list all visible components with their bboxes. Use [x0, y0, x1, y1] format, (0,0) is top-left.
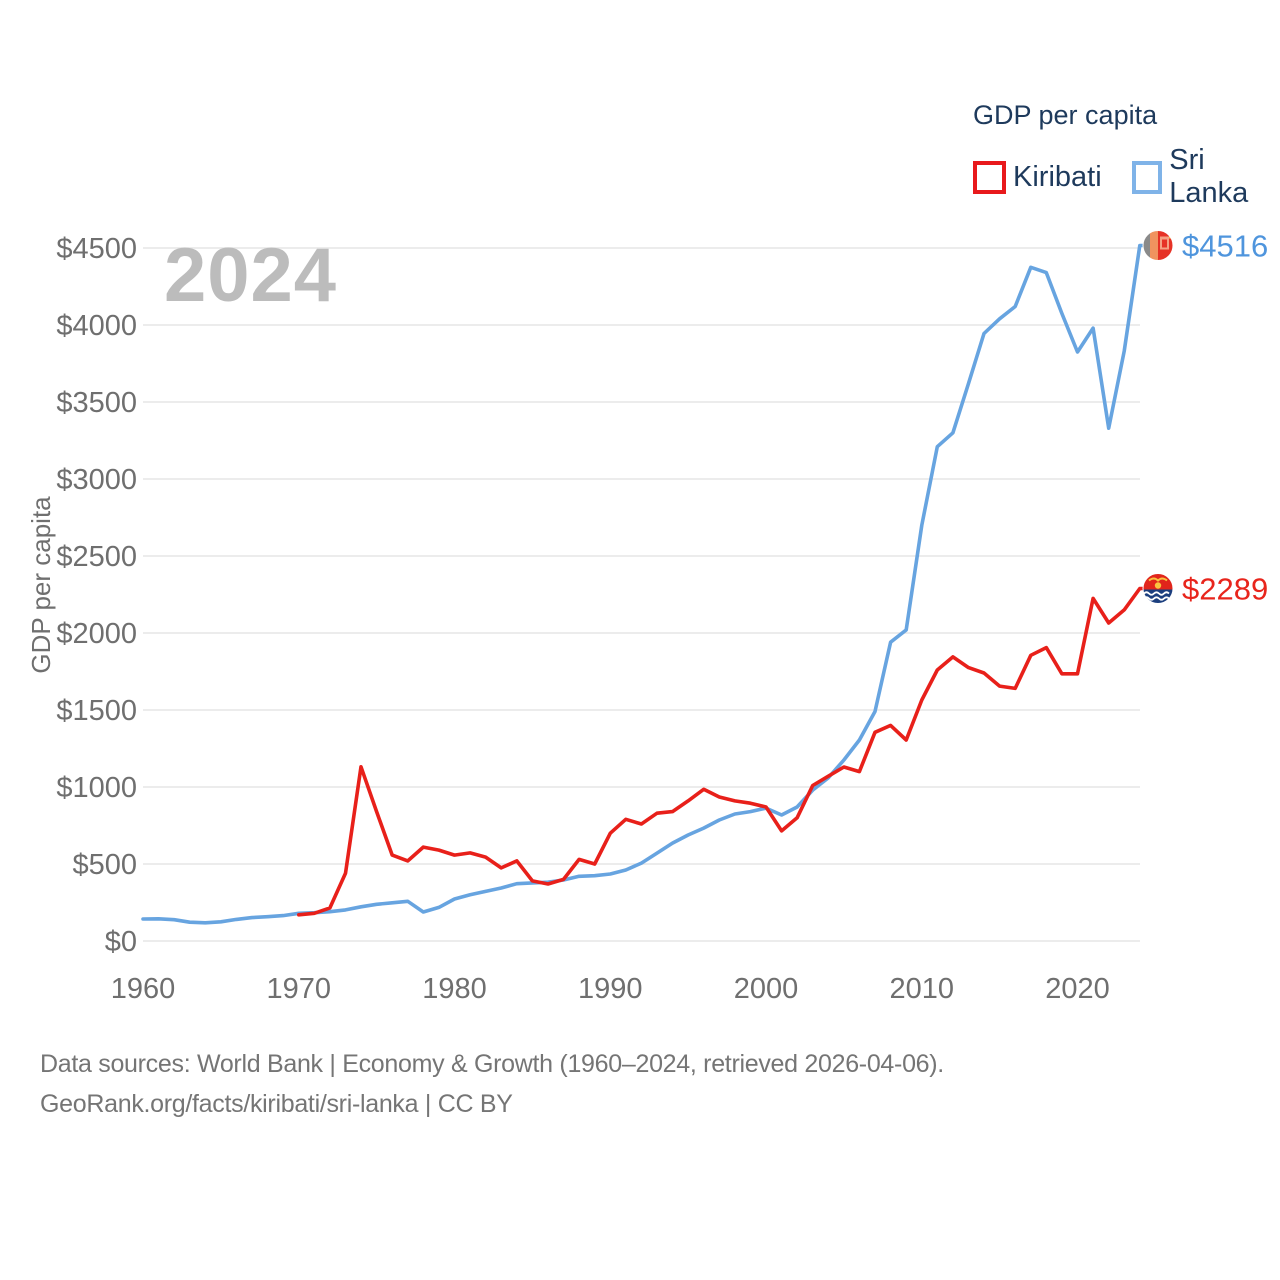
legend-item-kiribati[interactable]: Kiribati: [973, 160, 1102, 194]
legend-title: GDP per capita: [973, 100, 1158, 130]
gridlines: [143, 247, 1140, 942]
kiribati-flag-icon: [1142, 573, 1174, 604]
legend-label-sri-lanka: Sri Lanka: [1169, 144, 1249, 209]
gdp-line-chart: 2024 $0 $500 $1000 $1500 $2000 $2500 $3000 $350…: [26, 229, 1268, 1006]
y-tick-label: $2500: [56, 541, 137, 573]
sri-lanka-end-value-label: $4516: [1182, 229, 1268, 264]
y-tick-label: $3000: [56, 464, 137, 496]
caption-attribution-line: GeoRank.org/facts/kiribati/sri-lanka | C…: [40, 1090, 513, 1118]
x-tick-label: 2020: [1045, 973, 1110, 1005]
legend-label-kiribati: Kiribati: [1013, 160, 1102, 193]
kiribati-end-value-label: $2289: [1182, 572, 1268, 607]
x-tick-label: 2010: [889, 973, 954, 1005]
legend: GDP per capita Kiribati Sri Lanka: [973, 100, 1280, 210]
y-tick-label: $500: [72, 849, 137, 881]
y-axis-title: GDP per capita: [26, 496, 56, 674]
kiribati-swatch-icon: [973, 160, 1006, 194]
y-tick-label: $4500: [56, 233, 137, 265]
sri-lanka-line: [141, 243, 1157, 925]
watermark-year: 2024: [164, 233, 337, 318]
x-tick-label: 1960: [111, 973, 176, 1005]
y-axis-tick-labels: $0 $500 $1000 $1500 $2000 $2500 $3000 $3500 $400…: [56, 233, 137, 958]
kiribati-line: [296, 586, 1157, 917]
x-tick-label: 1990: [578, 973, 643, 1005]
y-tick-label: $1500: [56, 695, 137, 727]
y-tick-label: $4000: [56, 310, 137, 342]
caption-sources-line: Data sources: World Bank | Economy & Gro…: [40, 1050, 944, 1078]
caption: Data sources: World Bank | Economy & Gro…: [40, 1044, 944, 1124]
legend-item-sri-lanka[interactable]: Sri Lanka: [1131, 144, 1280, 210]
y-tick-label: $2000: [56, 618, 137, 650]
sri-lanka-flag-icon: [1142, 230, 1174, 261]
y-tick-label: $3500: [56, 387, 137, 419]
sri-lanka-swatch-icon: [1131, 160, 1163, 194]
x-tick-label: 1980: [422, 973, 487, 1005]
y-tick-label: $0: [105, 926, 137, 958]
x-tick-label: 2000: [734, 973, 799, 1005]
x-axis-tick-labels: 1960 1970 1980 1990 2000 2010 2020: [111, 973, 1110, 1005]
x-tick-label: 1970: [266, 973, 331, 1005]
y-tick-label: $1000: [56, 772, 137, 804]
